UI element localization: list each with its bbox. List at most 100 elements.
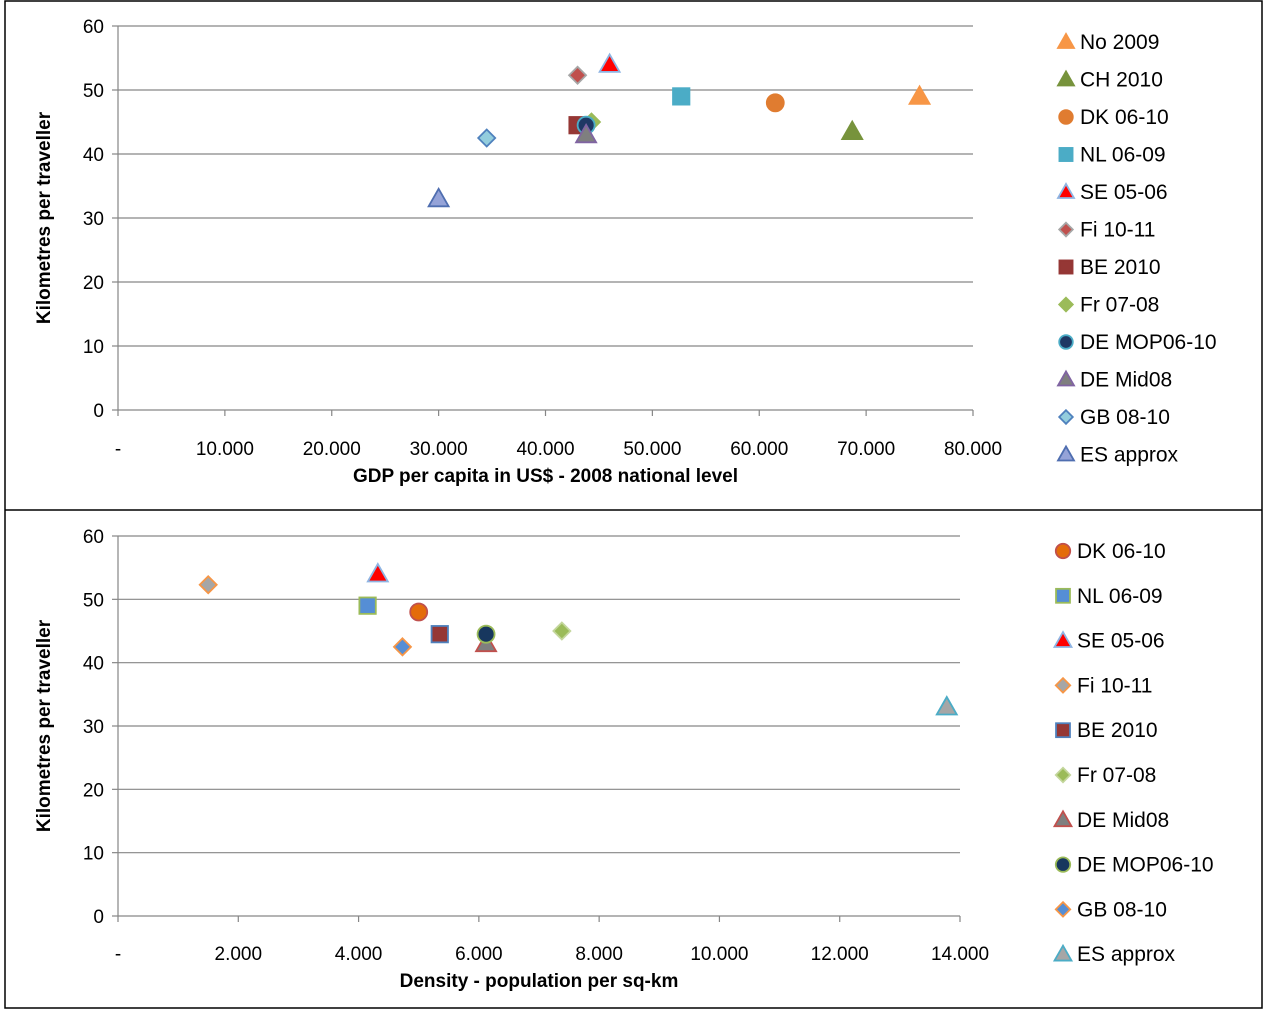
legend-marker-gb-08-10: [1054, 900, 1072, 918]
legend-label-no-2009: No 2009: [1080, 31, 1159, 54]
legend-marker-de-mop06-10: [1054, 856, 1072, 873]
y-tick-label: 40: [83, 654, 104, 675]
legend-marker-nl-06-09: [1058, 147, 1074, 162]
x-tick-label: 10.000: [690, 944, 748, 965]
legend-label-gb-08-10: GB 08-10: [1080, 406, 1170, 429]
legend-marker-no-2009: [1056, 32, 1076, 49]
y-tick-label: 20: [83, 273, 104, 294]
data-point-dk-06-10: [409, 602, 429, 622]
legend-marker-dk-06-10: [1058, 109, 1074, 125]
legend-label-de-mid08: DE Mid08: [1080, 369, 1172, 392]
legend-label-de-mop06-10: DE MOP06-10: [1077, 854, 1214, 877]
y-tick-label: 0: [93, 401, 104, 422]
x-tick-label: 50.000: [623, 439, 681, 460]
y-axis-title: Kilometres per traveller: [34, 619, 55, 832]
legend-label-fr-07-08: Fr 07-08: [1080, 294, 1159, 317]
y-tick-label: 60: [83, 17, 104, 38]
x-tick-label: 2.000: [215, 944, 263, 965]
legend-marker-be-2010: [1058, 259, 1074, 275]
legend-label-dk-06-10: DK 06-10: [1080, 106, 1169, 129]
data-point-se-05-06: [366, 562, 390, 583]
x-tick-label: 12.000: [811, 944, 869, 965]
y-tick-label: 20: [83, 780, 104, 801]
x-tick-label: 40.000: [516, 439, 574, 460]
x-axis-title: Density - population per sq-km: [400, 971, 679, 992]
legend-label-se-05-06: SE 05-06: [1077, 630, 1165, 653]
legend-label-dk-06-10: DK 06-10: [1077, 540, 1166, 563]
legend-label-nl-06-09: NL 06-09: [1080, 144, 1166, 167]
legend-label-fi-10-11: Fi 10-11: [1077, 674, 1152, 697]
x-tick-label: 10.000: [196, 439, 254, 460]
legend-marker-fr-07-08: [1057, 296, 1075, 313]
legend-marker-de-mid08: [1052, 809, 1074, 828]
x-tick-label: 4.000: [335, 944, 383, 965]
x-tick-label: 6.000: [455, 944, 503, 965]
legend-marker-nl-06-09: [1055, 587, 1071, 604]
y-axis-title: Kilometres per traveller: [34, 111, 55, 324]
x-tick-label: 20.000: [303, 439, 361, 460]
data-point-se-05-06: [598, 52, 622, 73]
legend-label-fr-07-08: Fr 07-08: [1077, 764, 1156, 787]
legend-marker-de-mid08: [1056, 369, 1076, 387]
legend-label-nl-06-09: NL 06-09: [1077, 585, 1163, 608]
data-point-nl-06-09: [672, 87, 691, 106]
legend-label-se-05-06: SE 05-06: [1080, 181, 1168, 204]
x-tick-label: -: [115, 944, 121, 965]
data-point-gb-08-10: [476, 128, 497, 148]
data-point-es-approx: [935, 695, 959, 716]
data-point-fi-10-11: [198, 574, 218, 595]
legend-marker-dk-06-10: [1054, 542, 1072, 560]
legend-marker-se-05-06: [1052, 630, 1074, 648]
legend-marker-fr-07-08: [1054, 766, 1072, 784]
data-point-be-2010: [430, 625, 449, 644]
legend-label-de-mop06-10: DE MOP06-10: [1080, 331, 1217, 354]
data-point-de-mid08: [574, 122, 598, 144]
legend-marker-gb-08-10: [1057, 408, 1075, 426]
legend-label-de-mid08: DE Mid08: [1077, 809, 1169, 832]
legend-marker-fi-10-11: [1057, 221, 1075, 238]
legend-label-es-approx: ES approx: [1080, 444, 1179, 467]
legend-marker-be-2010: [1055, 722, 1071, 739]
x-tick-label: 60.000: [730, 439, 788, 460]
y-tick-label: 0: [93, 907, 104, 928]
x-tick-label: 80.000: [944, 439, 1002, 460]
legend-label-be-2010: BE 2010: [1080, 256, 1161, 279]
y-tick-label: 40: [83, 145, 104, 166]
x-tick-label: 8.000: [575, 944, 623, 965]
x-tick-label: 14.000: [931, 944, 989, 965]
x-axis-title: GDP per capita in US$ - 2008 national le…: [353, 466, 738, 487]
legend-marker-fi-10-11: [1054, 676, 1072, 694]
data-point-nl-06-09: [358, 596, 377, 615]
legend-label-be-2010: BE 2010: [1077, 719, 1158, 742]
legend-marker-es-approx: [1052, 943, 1074, 962]
data-point-fi-10-11: [567, 65, 588, 86]
y-tick-label: 10: [83, 844, 104, 865]
chart-panel-frame: [4, 0, 1263, 1009]
legend-label-ch-2010: CH 2010: [1080, 69, 1163, 92]
y-tick-label: 30: [83, 717, 104, 738]
chart-gdp-vs-km: 0 10 20 30 40 50 60 - 10.000 20.000 30.000 40.000 50…: [34, 17, 1217, 487]
y-tick-label: 10: [83, 337, 104, 358]
data-point-gb-08-10: [392, 637, 413, 657]
data-point-fr-07-08: [552, 621, 572, 641]
chart-density-vs-km: 0 10 20 30 40 50 60 - 2.000 4.000 6.000 8.000 10.000…: [34, 527, 1214, 992]
x-tick-label: 30.000: [410, 439, 468, 460]
legend-label-es-approx: ES approx: [1077, 943, 1176, 966]
data-point-dk-06-10: [765, 93, 785, 113]
y-tick-label: 30: [83, 209, 104, 230]
legend-label-gb-08-10: GB 08-10: [1077, 898, 1167, 921]
data-point-no-2009: [908, 84, 932, 105]
data-point-es-approx: [427, 186, 451, 208]
x-tick-label: -: [115, 439, 121, 460]
legend-marker-es-approx: [1056, 444, 1076, 462]
x-tick-label: 70.000: [837, 439, 895, 460]
y-tick-label: 60: [83, 527, 104, 548]
legend-marker-se-05-06: [1056, 182, 1076, 199]
data-point-ch-2010: [840, 119, 864, 141]
data-point-de-mop06-10: [476, 624, 496, 644]
legend-marker-de-mop06-10: [1058, 334, 1074, 350]
y-tick-label: 50: [83, 81, 104, 102]
legend-marker-ch-2010: [1056, 69, 1076, 87]
y-tick-label: 50: [83, 590, 104, 611]
